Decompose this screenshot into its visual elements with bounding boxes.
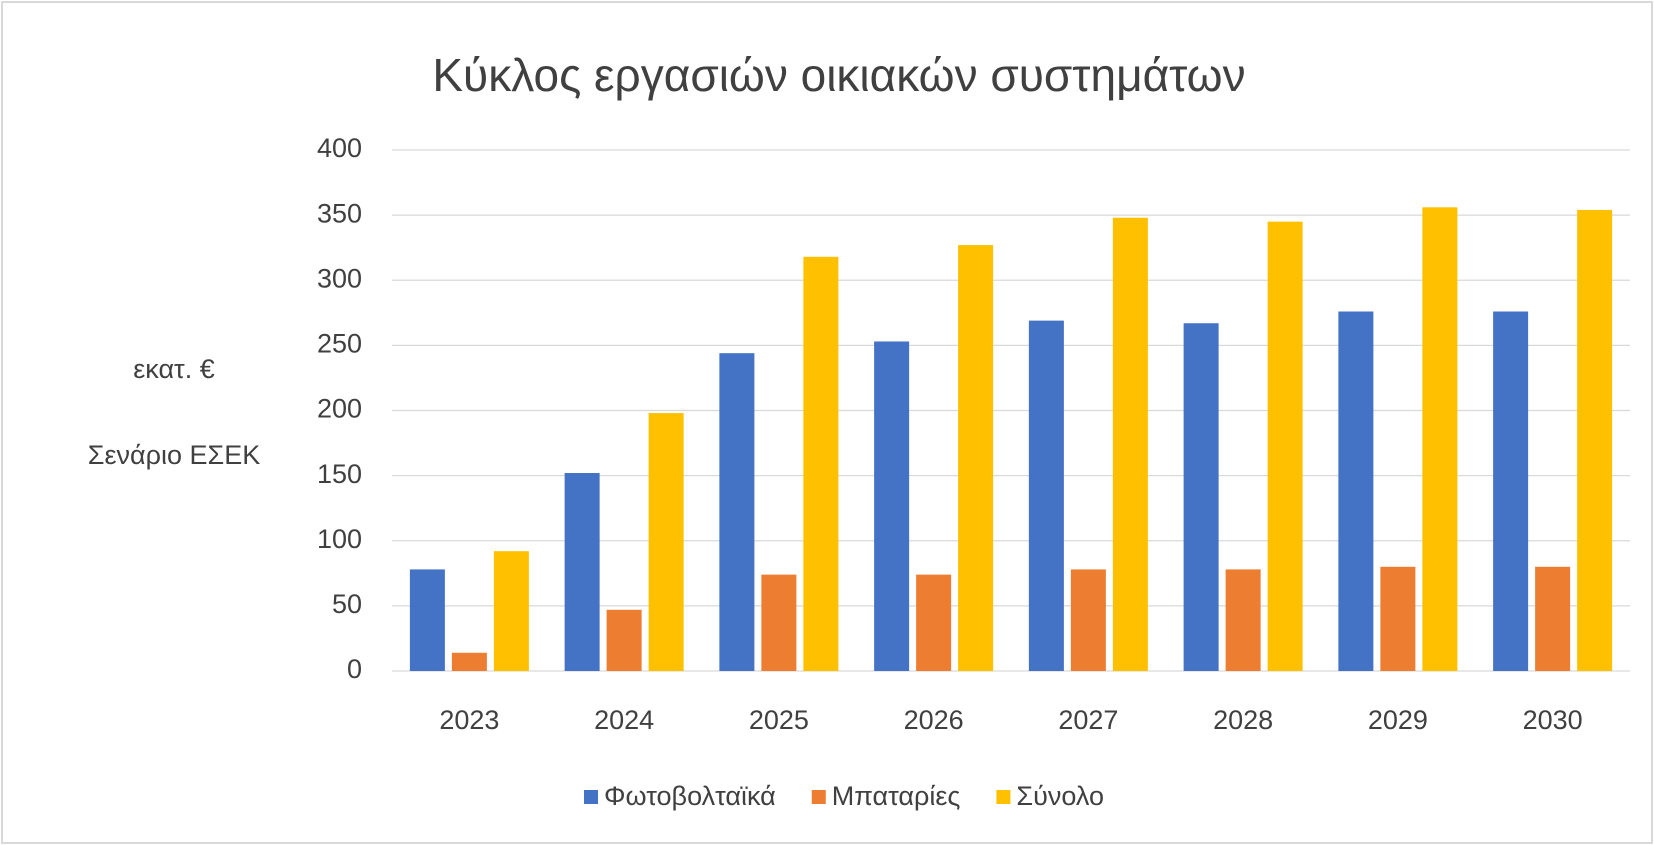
bar: [1225, 569, 1261, 671]
bar: [1493, 311, 1529, 671]
x-tick-label: 2024: [594, 705, 654, 735]
bar: [606, 609, 642, 671]
bar: [1112, 217, 1148, 672]
bar: [451, 652, 487, 671]
bar: [564, 473, 600, 671]
chart-title: Κύκλος εργασιών οικιακών συστημάτων: [432, 49, 1245, 101]
bar: [803, 256, 839, 671]
bar: [1028, 320, 1064, 671]
bar: [648, 413, 684, 671]
y-tick-label: 150: [317, 459, 362, 489]
bar: [493, 551, 529, 671]
bar: [719, 353, 755, 671]
y-tick-label: 250: [317, 329, 362, 359]
x-tick-label: 2029: [1368, 705, 1428, 735]
legend-swatch: [584, 790, 599, 804]
y-tick-label: 0: [347, 654, 362, 684]
bar: [1183, 323, 1219, 671]
x-tick-label: 2027: [1058, 705, 1118, 735]
bar: [1380, 566, 1416, 671]
bar: [1338, 311, 1374, 671]
x-tick-label: 2028: [1213, 705, 1273, 735]
bar: [1267, 221, 1303, 671]
y-axis-label: εκατ. €: [133, 354, 215, 384]
legend-swatch: [996, 790, 1011, 804]
legend-label: Μπαταρίες: [832, 781, 961, 811]
y-tick-label: 100: [317, 524, 362, 554]
bar: [958, 245, 994, 671]
y-tick-label: 300: [317, 263, 362, 293]
bar: [1535, 566, 1571, 671]
bar: [1422, 207, 1458, 671]
bar: [1070, 569, 1106, 671]
bar: [916, 574, 952, 671]
y-tick-label: 200: [317, 394, 362, 424]
y-tick-label: 400: [317, 133, 362, 163]
bar: [874, 341, 910, 671]
y-axis-label: Σενάριο ΕΣΕΚ: [88, 440, 260, 470]
legend-swatch: [811, 790, 826, 804]
y-tick-label: 50: [332, 589, 362, 619]
x-tick-label: 2026: [904, 705, 964, 735]
x-tick-label: 2025: [749, 705, 809, 735]
legend-label: Σύνολο: [1016, 781, 1104, 811]
x-tick-label: 2030: [1523, 705, 1583, 735]
legend-label: Φωτοβολταϊκά: [604, 781, 776, 811]
x-tick-label: 2023: [439, 705, 499, 735]
bar: [409, 569, 445, 671]
bar: [761, 574, 797, 671]
y-tick-label: 350: [317, 198, 362, 228]
bar: [1577, 209, 1613, 672]
